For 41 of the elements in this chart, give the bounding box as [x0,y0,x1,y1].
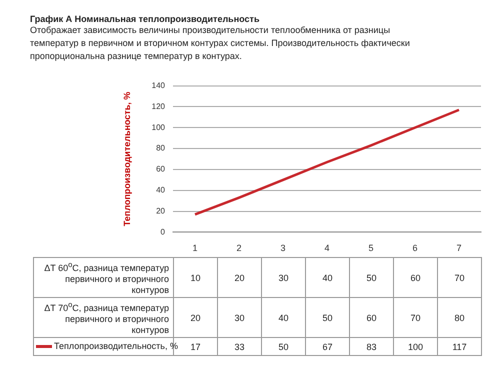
text: ΔT 70$^{o}$C, разница температур первичного и вторичного контуров [34,298,174,338]
x-tick-label: 4 [324,243,330,254]
text: 40 [306,258,350,298]
chart-subtitle: Отображает зависимость величины производительности теплообменника от разницы температур в первичном и вторичном контурах системы. Производительность фактически пропорциональна разнице температур в контурах. [30,24,411,63]
legend-label: Теплопроизводительность, % [53,341,178,351]
data-label: 50 [262,338,306,356]
y-axis-title: Теплопроизводительность, % [122,92,132,226]
x-tick-label: 1 [192,243,198,254]
x-tick-label: 7 [456,243,462,254]
y-tick-label: 80 [156,144,166,153]
text: 70 [394,298,438,338]
x-tick-label: 3 [280,243,286,254]
text: ΔT 60$^{o}$C, разница температур первичного и вторичного контуров [34,258,174,298]
y-tick-label: 60 [156,164,166,174]
text: 40 [262,298,306,338]
data-label: 83 [350,338,394,356]
y-tick-label: 140 [152,81,166,90]
x-tick-label: 2 [236,243,242,254]
y-tick-label: 40 [156,186,166,195]
y-tick-label: 100 [152,122,166,132]
text: 60 [350,298,394,338]
text: 50 [350,258,394,298]
data-label: 117 [438,338,482,356]
data-label: 100 [394,338,438,356]
text: 60 [394,258,438,298]
y-tick-label: 120 [152,102,166,111]
text: 30 [262,258,306,298]
text: 20 [218,258,262,298]
data-label: 17 [190,342,200,352]
text: 30 [218,298,262,338]
x-tick-label: 6 [412,243,418,254]
data-label: 67 [306,338,350,356]
text: 10 [174,258,218,298]
y-tick-label: 20 [156,206,166,216]
x-tick-label: 5 [368,243,374,254]
text: 70 [438,258,482,298]
text: 80 [438,298,482,338]
chart-title: График А Номинальная теплопроизводительность [30,14,260,24]
data-label: 33 [218,338,262,356]
text: 50 [306,298,350,338]
y-tick-label: 0 [160,227,166,236]
